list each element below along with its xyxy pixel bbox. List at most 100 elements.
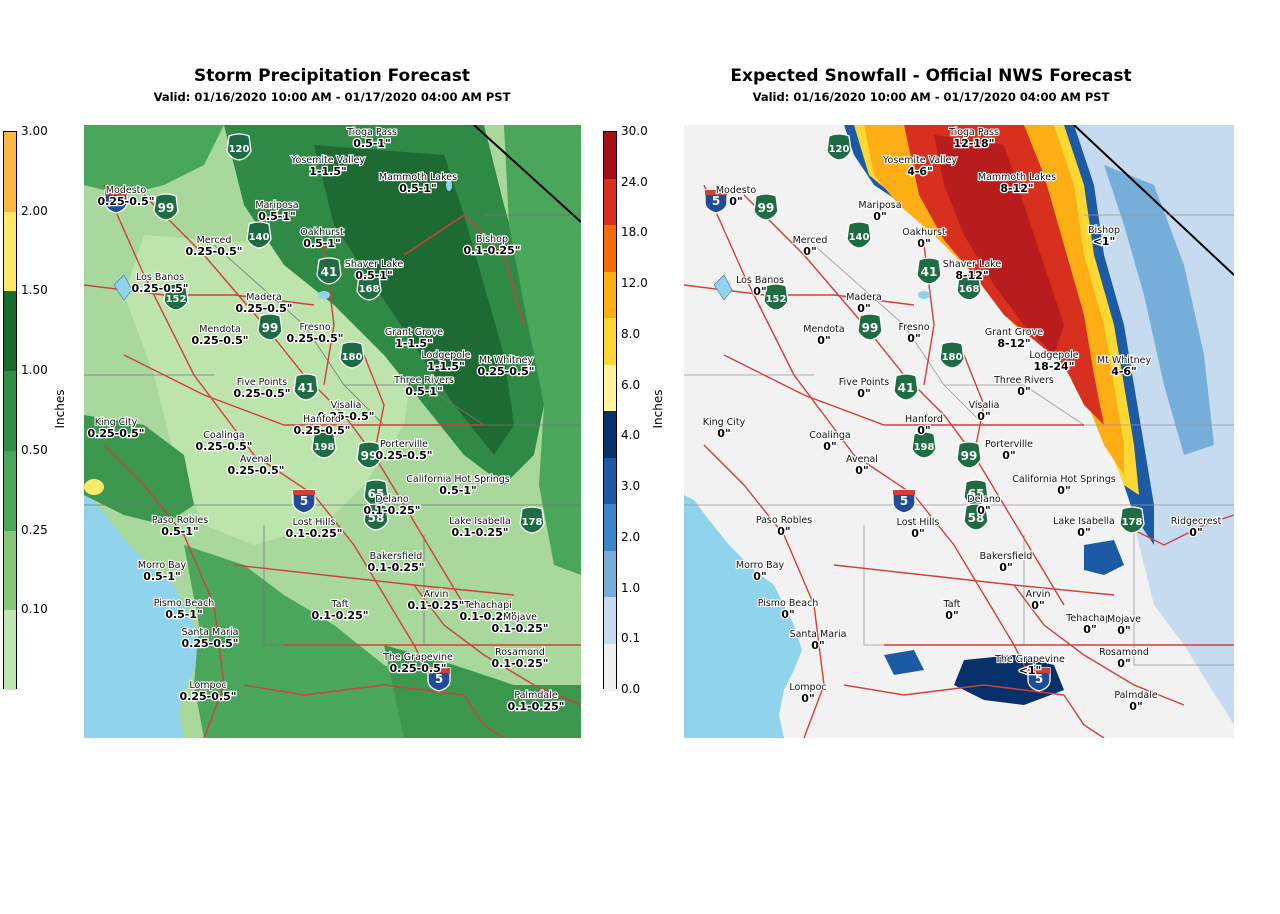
colorbar-segment bbox=[4, 291, 16, 372]
snowfall-colorbar bbox=[603, 131, 617, 691]
station-amount: 0" bbox=[1117, 657, 1130, 670]
highway-shield-icon: 178 bbox=[519, 506, 545, 534]
station-name: Fresno bbox=[898, 322, 929, 333]
highway-shield-icon: 5 bbox=[427, 667, 451, 692]
station-amount: 0.5-1" bbox=[399, 182, 436, 195]
snowfall-subtitle: Valid: 01/16/2020 10:00 AM - 01/17/2020 … bbox=[752, 90, 1110, 104]
station-name: Santa Maria bbox=[182, 627, 239, 638]
station-amount: 0" bbox=[917, 237, 930, 250]
highway-shield-icon: 99 bbox=[153, 193, 179, 221]
station-amount: 0.25-0.5" bbox=[376, 449, 433, 462]
highway-shield-number: 180 bbox=[342, 352, 363, 363]
station-amount: 0.25-0.5" bbox=[294, 424, 351, 437]
station-name: Madera bbox=[246, 292, 282, 303]
station-amount: 0" bbox=[999, 561, 1012, 574]
station-name: Visalia bbox=[331, 400, 362, 411]
station-amount: 18-24" bbox=[1034, 360, 1075, 373]
highway-shield-number: 178 bbox=[1122, 517, 1143, 528]
station-name: Visalia bbox=[969, 400, 1000, 411]
colorbar-tick-label: 0.25 bbox=[21, 522, 48, 537]
station-amount: 0" bbox=[857, 387, 870, 400]
station-amount: 8-12" bbox=[955, 269, 988, 282]
station-name: Merced bbox=[197, 235, 232, 246]
highway-shield-icon: 5 bbox=[704, 189, 728, 214]
station-name: Tehachapi bbox=[463, 600, 512, 611]
highway-shield-icon: 198 bbox=[911, 431, 937, 459]
highway-shield-icon: 5 bbox=[292, 489, 316, 514]
highway-shield-number: 5 bbox=[112, 194, 120, 208]
station-name: Paso Robles bbox=[756, 515, 812, 526]
station-amount: 0.1-0.25" bbox=[464, 244, 521, 257]
station-name: Porterville bbox=[985, 439, 1033, 450]
colorbar-segment bbox=[4, 371, 16, 452]
highway-shield-number: 99 bbox=[758, 201, 775, 215]
highway-shield-number: 120 bbox=[829, 144, 850, 155]
station-name: Three Rivers bbox=[393, 375, 454, 386]
colorbar-tick-label: 12.0 bbox=[621, 276, 648, 291]
station-amount: 0.25-0.5" bbox=[196, 440, 253, 453]
highway-shield-number: 180 bbox=[942, 352, 963, 363]
colorbar-tick-label: 6.0 bbox=[621, 377, 641, 392]
station-amount: 0.1-0.25" bbox=[312, 609, 369, 622]
station-amount: 0.25-0.5" bbox=[234, 387, 291, 400]
highway-shield-icon: 41 bbox=[316, 257, 342, 285]
highway-shield-number: 140 bbox=[849, 232, 870, 243]
station-amount: 0.25-0.5" bbox=[88, 427, 145, 440]
station-amount: 0.1-0.25" bbox=[492, 657, 549, 670]
highway-shield-icon: 41 bbox=[293, 373, 319, 401]
station-amount: 0.5-1" bbox=[405, 385, 442, 398]
highway-shield-icon: 198 bbox=[311, 431, 337, 459]
station-amount: <1" bbox=[1019, 664, 1042, 677]
highway-shield-icon: 178 bbox=[1119, 506, 1145, 534]
station-amount: 0.25-0.5" bbox=[192, 334, 249, 347]
station-name: Yosemite Valley bbox=[882, 155, 957, 166]
highway-shield-number: 41 bbox=[298, 381, 315, 395]
ocean-area bbox=[84, 495, 202, 738]
station-amount: 0" bbox=[977, 504, 990, 517]
station-amount: 0" bbox=[1189, 526, 1202, 539]
highway-shield-icon: 120 bbox=[826, 133, 852, 161]
station-amount: 0" bbox=[811, 639, 824, 652]
station-amount: 0.5-1" bbox=[303, 237, 340, 250]
station-name: The Grapevine bbox=[382, 652, 453, 663]
station-amount: <1" bbox=[1093, 235, 1116, 248]
station-amount: 0" bbox=[1117, 624, 1130, 637]
highway-shield-number: 58 bbox=[968, 511, 985, 525]
highway-shield-number: 198 bbox=[314, 442, 335, 453]
station-name: Santa Maria bbox=[790, 629, 847, 640]
station-amount: 0.1-0.25" bbox=[492, 622, 549, 635]
colorbar-segment bbox=[604, 271, 616, 319]
colorbar-tick-label: 1.00 bbox=[21, 363, 48, 378]
station-amount: 0" bbox=[1031, 599, 1044, 612]
station-amount: 0.25-0.5" bbox=[186, 245, 243, 258]
highway-shield-number: 99 bbox=[862, 321, 879, 335]
station-name: Lost Hills bbox=[897, 517, 940, 528]
station-amount: 0" bbox=[857, 302, 870, 315]
station-amount: 0.5-1" bbox=[143, 570, 180, 583]
colorbar-segment bbox=[604, 318, 616, 365]
station-amount: 0" bbox=[917, 424, 930, 437]
precip-highway-shields: 120 5 99 140 41 152 168 99 180 41 198 99 5 65 178 58 5 bbox=[104, 133, 545, 692]
station-name: Mammoth Lakes bbox=[978, 172, 1056, 183]
station-name: Delano bbox=[967, 494, 1001, 505]
station-amount: 0.1-0.25" bbox=[460, 610, 517, 623]
highway-shield-number: 152 bbox=[166, 294, 187, 305]
highway-shield-icon: 99 bbox=[857, 313, 883, 341]
highway-shield-number: 99 bbox=[262, 321, 279, 335]
station-name: Mojave bbox=[1107, 614, 1141, 625]
highway-shield-icon: 120 bbox=[226, 133, 252, 161]
station-name: Hanford bbox=[303, 414, 341, 425]
station-name: Five Points bbox=[839, 377, 889, 388]
station-name: Shaver Lake bbox=[943, 259, 1002, 270]
station-amount: 0.25-0.5" bbox=[132, 282, 189, 295]
colorbar-tick-label: 0.0 bbox=[621, 682, 641, 696]
station-amount: 0" bbox=[817, 334, 830, 347]
station-amount: 0" bbox=[729, 195, 742, 208]
station-name: Bishop bbox=[476, 234, 508, 245]
highway-shield-number: 152 bbox=[766, 294, 787, 305]
highway-shield-number: 65 bbox=[968, 487, 985, 501]
station-amount: 0" bbox=[945, 609, 958, 622]
station-amount: 0" bbox=[873, 210, 886, 223]
highway-shield-number: 58 bbox=[368, 511, 385, 525]
colorbar-segment bbox=[604, 411, 616, 458]
